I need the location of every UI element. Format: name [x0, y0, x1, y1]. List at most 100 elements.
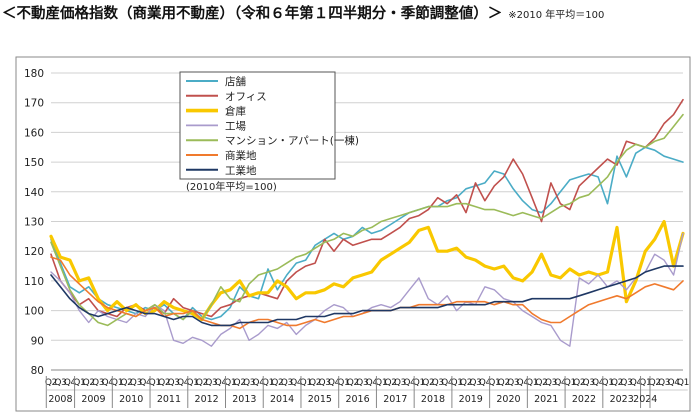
x-tick-label-quarter: Q4 [328, 378, 341, 388]
base-year-note: ※2010 年平均＝100 [508, 10, 605, 21]
x-tick-label-year: 2016 [345, 394, 369, 405]
y-tick-label: 120 [24, 246, 44, 258]
x-tick-label-quarter: Q2 [120, 378, 132, 388]
x-tick-label-quarter: Q3 [394, 378, 406, 388]
x-tick-label-quarter: Q2 [535, 378, 547, 388]
x-tick-label-quarter: Q2 [384, 378, 396, 388]
x-tick-label-quarter: Q2 [498, 378, 510, 388]
y-tick-label: 170 [24, 98, 44, 110]
x-tick-label-quarter: Q4 [441, 378, 454, 388]
x-tick-label-quarter: Q4 [403, 378, 416, 388]
x-tick-label-quarter: Q1 [677, 378, 689, 388]
legend-label: 工場 [225, 119, 246, 132]
y-tick-label: 160 [24, 127, 44, 139]
x-tick-label-quarter: Q3 [620, 378, 632, 388]
x-tick-label-quarter: Q4 [366, 378, 379, 388]
series-lines [49, 98, 685, 347]
x-tick-label-quarter: Q2 [234, 378, 246, 388]
x-tick-label-quarter: Q2 [309, 378, 321, 388]
x-tick-label-year: 2023 [610, 394, 634, 405]
x-tick-label-quarter: Q2 [271, 378, 283, 388]
x-tick-label-quarter: Q3 [545, 378, 557, 388]
page-title: ＜不動産価格指数（商業用不動産）（令和６年第１四半期分・季節調整値）＞ ※2010… [2, 2, 696, 24]
y-tick-label: 180 [24, 68, 44, 80]
x-tick-label-quarter: Q4 [215, 378, 228, 388]
x-tick-label-quarter: Q1 [186, 378, 198, 388]
x-tick-label-quarter: Q2 [83, 378, 95, 388]
x-tick-label-quarter: Q1 [488, 378, 500, 388]
x-tick-label-quarter: Q1 [375, 378, 387, 388]
x-tick-label-quarter: Q1 [413, 378, 425, 388]
x-tick-label-quarter: Q4 [290, 378, 303, 388]
series-line-4 [50, 113, 684, 327]
x-tick-label-quarter: Q4 [64, 378, 77, 388]
x-axis: Q2Q3Q4Q1Q2Q3Q4Q1Q2Q3Q4Q1Q2Q3Q4Q1Q2Q3Q4Q1… [45, 369, 689, 408]
x-tick-label-quarter: Q2 [460, 378, 472, 388]
x-tick-label-quarter: Q3 [281, 378, 293, 388]
x-tick-label-quarter: Q1 [639, 378, 651, 388]
x-tick-label-quarter: Q1 [149, 378, 161, 388]
y-tick-label: 80 [31, 365, 44, 377]
x-tick-label-quarter: Q3 [92, 378, 104, 388]
x-tick-label-quarter: Q1 [337, 378, 349, 388]
x-tick-label-quarter: Q3 [507, 378, 519, 388]
x-tick-label-quarter: Q3 [432, 378, 444, 388]
x-tick-label-quarter: Q3 [130, 378, 142, 388]
legend-base-note: (2010年平均=100) [186, 180, 277, 193]
x-tick-label-quarter: Q4 [252, 378, 265, 388]
x-tick-label-quarter: Q4 [554, 378, 567, 388]
x-tick-label-quarter: Q3 [583, 378, 595, 388]
x-tick-label-quarter: Q4 [592, 378, 605, 388]
x-tick-label-quarter: Q1 [601, 378, 613, 388]
x-tick-label-quarter: Q4 [101, 378, 114, 388]
x-tick-label-quarter: Q3 [658, 378, 670, 388]
grid-lines [51, 72, 683, 371]
x-tick-label-quarter: Q1 [224, 378, 236, 388]
x-tick-label-year: 2021 [534, 394, 558, 405]
legend-label: マンション・アパート(一棟) [225, 134, 359, 147]
x-tick-label-quarter: Q3 [469, 378, 481, 388]
y-tick-label: 150 [24, 157, 44, 169]
x-tick-label-year: 2013 [232, 394, 256, 405]
x-tick-label-quarter: Q2 [45, 378, 57, 388]
x-tick-label-quarter: Q1 [451, 378, 463, 388]
chart-heading: ＜不動産価格指数（商業用不動産）（令和６年第１四半期分・季節調整値）＞ [2, 6, 503, 22]
x-tick-label-quarter: Q2 [196, 378, 208, 388]
legend-label: 商業地 [225, 149, 257, 162]
x-tick-label-year: 2022 [572, 394, 596, 405]
x-tick-label-quarter: Q1 [564, 378, 576, 388]
x-tick-label-year: 2011 [157, 394, 181, 405]
y-tick-label: 100 [24, 306, 44, 318]
x-tick-label-quarter: Q1 [73, 378, 85, 388]
x-tick-label-quarter: Q2 [573, 378, 585, 388]
plot-frame [15, 56, 691, 412]
x-tick-label-quarter: Q4 [517, 378, 530, 388]
series-line-3 [50, 232, 684, 347]
x-tick-label-year: 2015 [308, 394, 332, 405]
x-tick-label-year: 2010 [119, 394, 143, 405]
x-tick-label-quarter: Q3 [318, 378, 330, 388]
x-tick-label-quarter: Q4 [479, 378, 492, 388]
y-axis: 80 90 100 110 120 130 140 150 160 170 180 [24, 68, 44, 377]
x-tick-label-quarter: Q3 [54, 378, 66, 388]
legend-label: オフィス [225, 91, 267, 103]
series-line-6 [50, 265, 684, 327]
x-tick-label-quarter: Q2 [422, 378, 434, 388]
x-tick-label-quarter: Q4 [177, 378, 190, 388]
x-tick-label-year: 2018 [421, 394, 445, 405]
x-tick-label-quarter: Q1 [526, 378, 538, 388]
x-tick-label-quarter: Q2 [158, 378, 170, 388]
x-tick-label-quarter: Q4 [667, 378, 680, 388]
legend-label: 倉庫 [225, 105, 246, 118]
x-tick-label-quarter: Q2 [347, 378, 359, 388]
legend-label: 店舗 [225, 75, 246, 88]
x-tick-label-quarter: Q3 [356, 378, 368, 388]
x-tick-label-year: 2012 [195, 394, 219, 405]
x-tick-label-year: 2009 [81, 394, 105, 405]
x-tick-label-year: 2024 [633, 394, 657, 405]
legend-label: 工業地 [225, 164, 257, 177]
x-tick-label-quarter: Q4 [630, 378, 643, 388]
x-tick-label-year: 2014 [270, 394, 294, 405]
x-tick-label-quarter: Q3 [168, 378, 180, 388]
